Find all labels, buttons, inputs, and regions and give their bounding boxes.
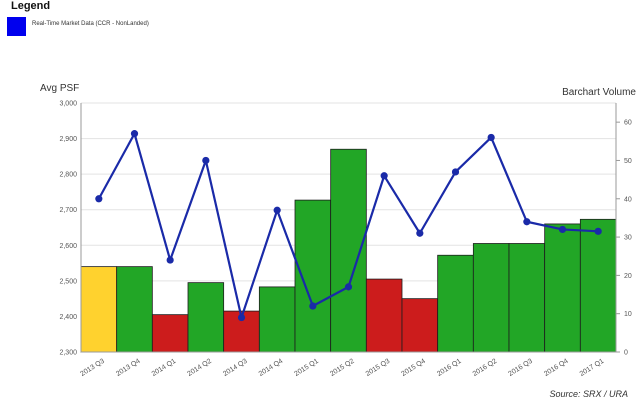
bar [437,254,474,353]
bar [187,282,225,353]
line-point [523,218,531,226]
line-point [487,133,495,142]
bar [365,278,403,353]
x-tick-label: 2014 Q3 [222,358,249,378]
bar [116,266,153,353]
x-tick-label: 2014 Q2 [186,358,213,378]
x-tick-label: 2015 Q3 [365,358,392,378]
y-tick-left: 2,800 [59,172,77,179]
y-axis-title-right: Barchart Volume [562,87,636,98]
x-tick-label: 2016 Q1 [436,358,463,378]
line-point [130,130,139,138]
line-point [416,229,424,237]
bar [151,314,189,353]
x-tick-label: 2016 Q4 [543,358,570,378]
bar [80,266,118,353]
x-tick-label: 2017 Q1 [579,358,606,378]
line-point [309,302,317,310]
x-tick-label: 2015 Q4 [400,358,427,378]
y-tick-right: 50 [624,158,632,165]
y-tick-right: 10 [624,311,632,318]
bar [544,223,581,353]
y-tick-left: 2,400 [59,314,77,321]
line-point [237,313,246,322]
y-tick-left: 2,600 [59,243,77,250]
y-tick-right: 0 [624,350,628,357]
x-tick-label: 2013 Q3 [79,358,106,378]
y-axis-title-left: Avg PSF [40,83,79,94]
line-point [202,156,210,165]
y-tick-right: 30 [624,235,632,242]
y-tick-right: 20 [624,273,632,280]
line-point [166,256,174,264]
bar [508,243,546,353]
legend-label: Real-Time Market Data (CCR - NonLanded) [32,21,149,27]
bar [258,286,296,353]
line-point [95,195,103,203]
x-tick-label: 2015 Q2 [329,358,356,378]
line-point [380,172,388,180]
x-tick-label: 2014 Q4 [258,358,285,378]
line-point [273,206,281,214]
y-tick-left: 2,300 [59,350,77,357]
bar [579,218,617,353]
legend-title: Legend [11,0,51,12]
y-tick-right: 60 [624,120,632,127]
x-tick-label: 2015 Q1 [293,358,320,378]
x-tick-label: 2014 Q1 [151,358,178,378]
line-point [558,225,567,234]
line-point [451,168,460,176]
line-point [344,283,353,291]
x-tick-label: 2013 Q4 [115,358,142,378]
x-tick-label: 2016 Q2 [472,358,499,378]
line-point [594,227,602,235]
bar [472,243,510,353]
y-tick-left: 2,500 [59,278,77,285]
bar [401,298,439,353]
y-tick-left: 3,000 [59,101,77,108]
y-tick-left: 2,700 [59,207,77,214]
source-note: Source: SRX / URA [549,389,628,399]
y-tick-left: 2,900 [59,136,77,143]
y-tick-right: 40 [624,196,632,203]
x-tick-label: 2016 Q3 [507,358,534,378]
bar [294,199,332,353]
legend-swatch [7,17,26,36]
